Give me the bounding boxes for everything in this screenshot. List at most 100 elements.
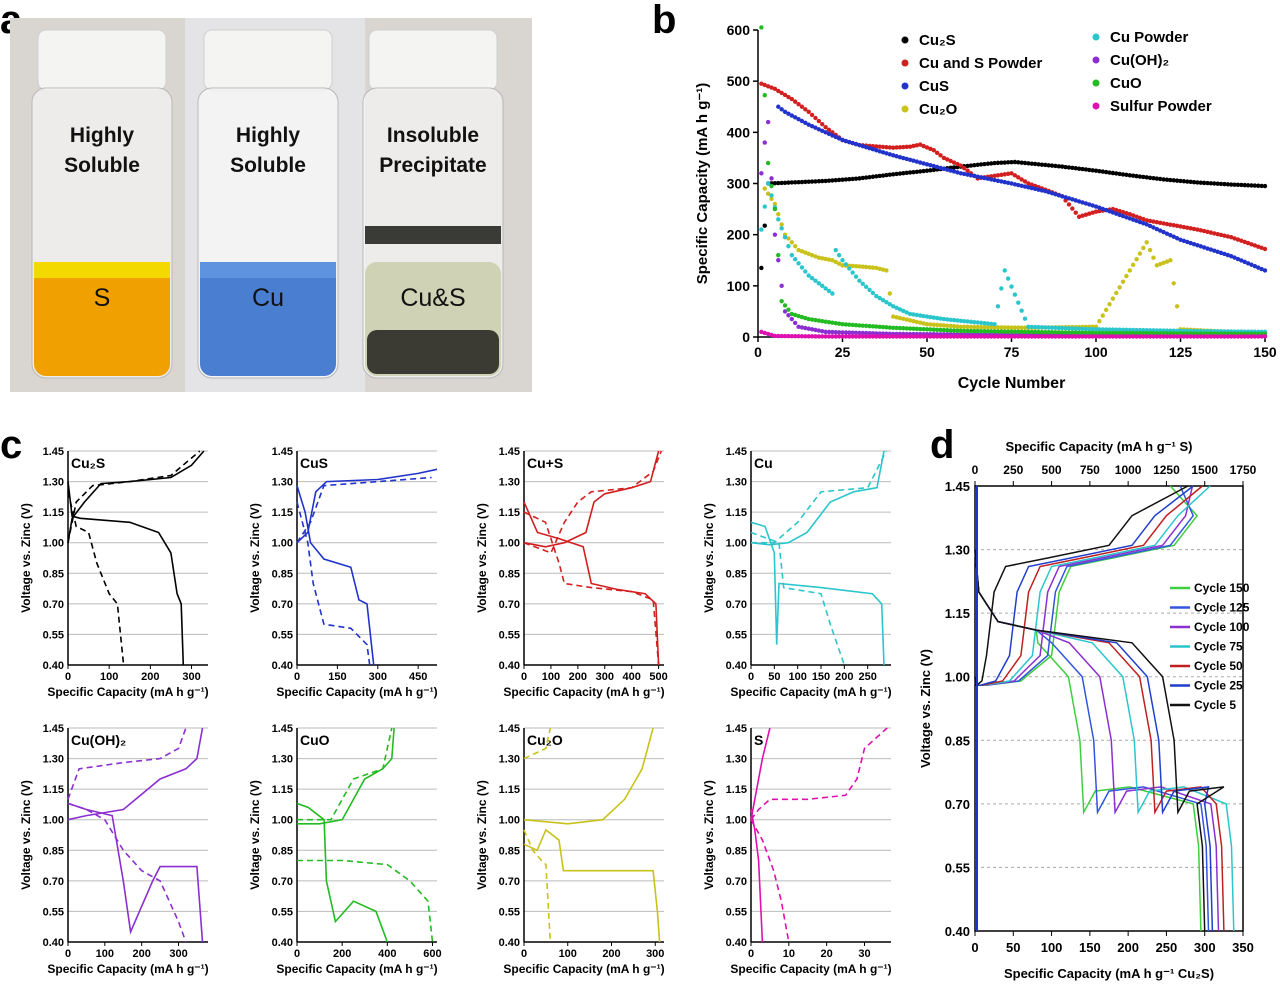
data-point — [1208, 334, 1214, 339]
x-top-tick-label: 1250 — [1153, 463, 1180, 477]
data-point — [965, 168, 970, 173]
y-tick-label: 0.40 — [43, 660, 64, 672]
data-point — [931, 315, 936, 320]
data-point — [1076, 326, 1082, 331]
data-point — [1036, 187, 1041, 192]
legend-label: Cu₂S — [919, 32, 956, 49]
data-point — [1032, 161, 1038, 167]
data-point — [1056, 325, 1062, 331]
data-point — [904, 326, 909, 331]
data-point — [765, 160, 771, 166]
data-point — [985, 176, 991, 181]
data-point — [1090, 334, 1095, 339]
data-point — [921, 168, 926, 174]
y-tick-label: 0.40 — [726, 937, 747, 949]
data-point — [1046, 189, 1051, 195]
y-tick-label: 0.85 — [499, 568, 520, 580]
data-point — [978, 334, 984, 339]
legend-label: Cycle 100 — [1194, 620, 1250, 634]
data-point — [1083, 330, 1089, 335]
data-point — [809, 123, 815, 129]
data-point — [961, 165, 967, 171]
data-point — [813, 254, 818, 259]
data-point — [887, 172, 893, 177]
data-point — [1080, 330, 1085, 335]
subplot-S: 0.40 0.55 0.70 0.85 1.00 1.15 1.30 1.45 0 10 20 30 S… — [702, 723, 892, 976]
data-point — [972, 162, 977, 168]
data-point — [1107, 334, 1112, 339]
data-point — [1225, 334, 1231, 339]
data-point — [1117, 212, 1122, 218]
x-tick-label: 300 — [169, 948, 187, 960]
data-point — [1208, 247, 1214, 252]
data-point — [941, 155, 947, 161]
data-point — [945, 323, 950, 328]
voltage-profile-grid: 0.400.550.700.851.001.151.301.450 100 200 3… — [19, 446, 892, 976]
data-point — [820, 318, 825, 324]
data-point — [1225, 252, 1231, 258]
data-point — [1158, 176, 1163, 182]
data-point — [975, 334, 980, 339]
data-point — [1205, 246, 1210, 251]
data-point — [813, 334, 818, 339]
data-point — [1117, 285, 1122, 290]
y-axis-label: Voltage vs. Zinc (V) — [918, 649, 933, 768]
data-point — [799, 118, 805, 124]
data-point — [1252, 334, 1258, 339]
legend-marker — [901, 36, 909, 44]
data-point — [870, 290, 876, 296]
data-point — [1046, 163, 1051, 168]
data-point — [1222, 334, 1227, 339]
discharge-curve-dashed — [297, 859, 434, 943]
data-point — [901, 326, 906, 331]
data-point — [1124, 210, 1129, 216]
data-point — [1009, 171, 1014, 176]
data-point — [860, 334, 865, 339]
x-tick-label: 400 — [623, 671, 641, 683]
data-point — [891, 153, 896, 158]
data-point — [809, 252, 815, 258]
data-point — [904, 170, 909, 176]
data-point — [891, 334, 896, 339]
x-tick-label: 200 — [141, 671, 159, 683]
data-point — [955, 318, 960, 323]
y-tick-label: 1.15 — [499, 507, 520, 519]
y-tick-label: 0.85 — [43, 568, 64, 580]
y-tick-label: 0.55 — [272, 629, 293, 641]
data-point — [989, 321, 994, 327]
data-point — [1154, 331, 1160, 336]
x-axis-label: Specific Capacity (mA h g⁻¹) — [503, 685, 664, 699]
x-axis-label: Specific Capacity (mA h g⁻¹) — [47, 685, 208, 699]
data-point — [1161, 334, 1166, 339]
data-point — [809, 112, 815, 118]
data-point — [1087, 334, 1092, 339]
data-point — [1036, 329, 1041, 335]
data-point — [877, 266, 882, 271]
data-point — [786, 111, 791, 116]
y-axis-label: Specific Capacity (mA h g⁻¹) — [694, 83, 711, 285]
data-point — [789, 316, 794, 322]
data-point — [867, 334, 872, 339]
data-point — [958, 334, 963, 339]
data-point — [880, 267, 886, 272]
data-point — [897, 154, 903, 160]
x-axis-label: Specific Capacity (mA h g⁻¹) — [47, 962, 208, 976]
data-point — [1229, 182, 1234, 187]
data-point — [1262, 183, 1268, 189]
data-point — [1029, 329, 1034, 335]
data-point — [968, 163, 974, 168]
data-point — [1256, 183, 1261, 188]
data-point — [867, 323, 872, 329]
data-point — [1009, 159, 1014, 165]
data-point — [1174, 178, 1180, 183]
data-point — [948, 323, 953, 329]
data-point — [955, 328, 960, 333]
data-point — [938, 316, 943, 321]
data-point — [826, 329, 832, 335]
data-point — [884, 334, 889, 339]
data-point — [1181, 334, 1187, 339]
y-tick-label: 0.70 — [272, 876, 293, 888]
y-tick-label: 0.85 — [272, 568, 293, 580]
data-point — [1076, 214, 1082, 219]
data-point — [1218, 232, 1224, 238]
